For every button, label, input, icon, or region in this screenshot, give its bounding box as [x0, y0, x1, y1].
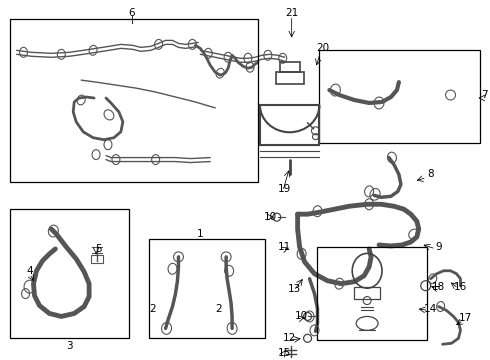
Text: 15: 15: [278, 348, 292, 358]
Text: 9: 9: [435, 242, 442, 252]
Text: 16: 16: [454, 282, 467, 292]
Bar: [354, 287, 380, 298]
Text: 6: 6: [128, 8, 135, 18]
Text: 12: 12: [283, 333, 296, 343]
Bar: [91, 255, 103, 263]
Text: 19: 19: [278, 184, 292, 194]
Text: 7: 7: [481, 90, 488, 100]
Text: 10: 10: [295, 311, 308, 321]
Bar: [280, 62, 299, 72]
Text: 4: 4: [26, 266, 33, 276]
Text: 3: 3: [66, 341, 73, 351]
Text: 20: 20: [316, 43, 329, 53]
Text: 1: 1: [197, 229, 204, 239]
Text: 21: 21: [285, 8, 298, 18]
Bar: [148, 239, 265, 338]
Text: 5: 5: [95, 244, 101, 254]
Bar: [10, 19, 258, 183]
Text: 18: 18: [432, 282, 445, 292]
Bar: [260, 105, 319, 145]
Bar: [319, 50, 480, 143]
Text: 8: 8: [427, 170, 434, 180]
Bar: [276, 72, 304, 84]
Text: 14: 14: [424, 303, 437, 314]
Text: 11: 11: [278, 242, 292, 252]
Text: 17: 17: [459, 314, 472, 323]
Text: 13: 13: [288, 284, 301, 294]
Text: 10: 10: [264, 212, 277, 222]
Bar: [318, 247, 427, 340]
Text: 2: 2: [149, 303, 156, 314]
Text: 2: 2: [215, 303, 221, 314]
Bar: [10, 209, 129, 338]
